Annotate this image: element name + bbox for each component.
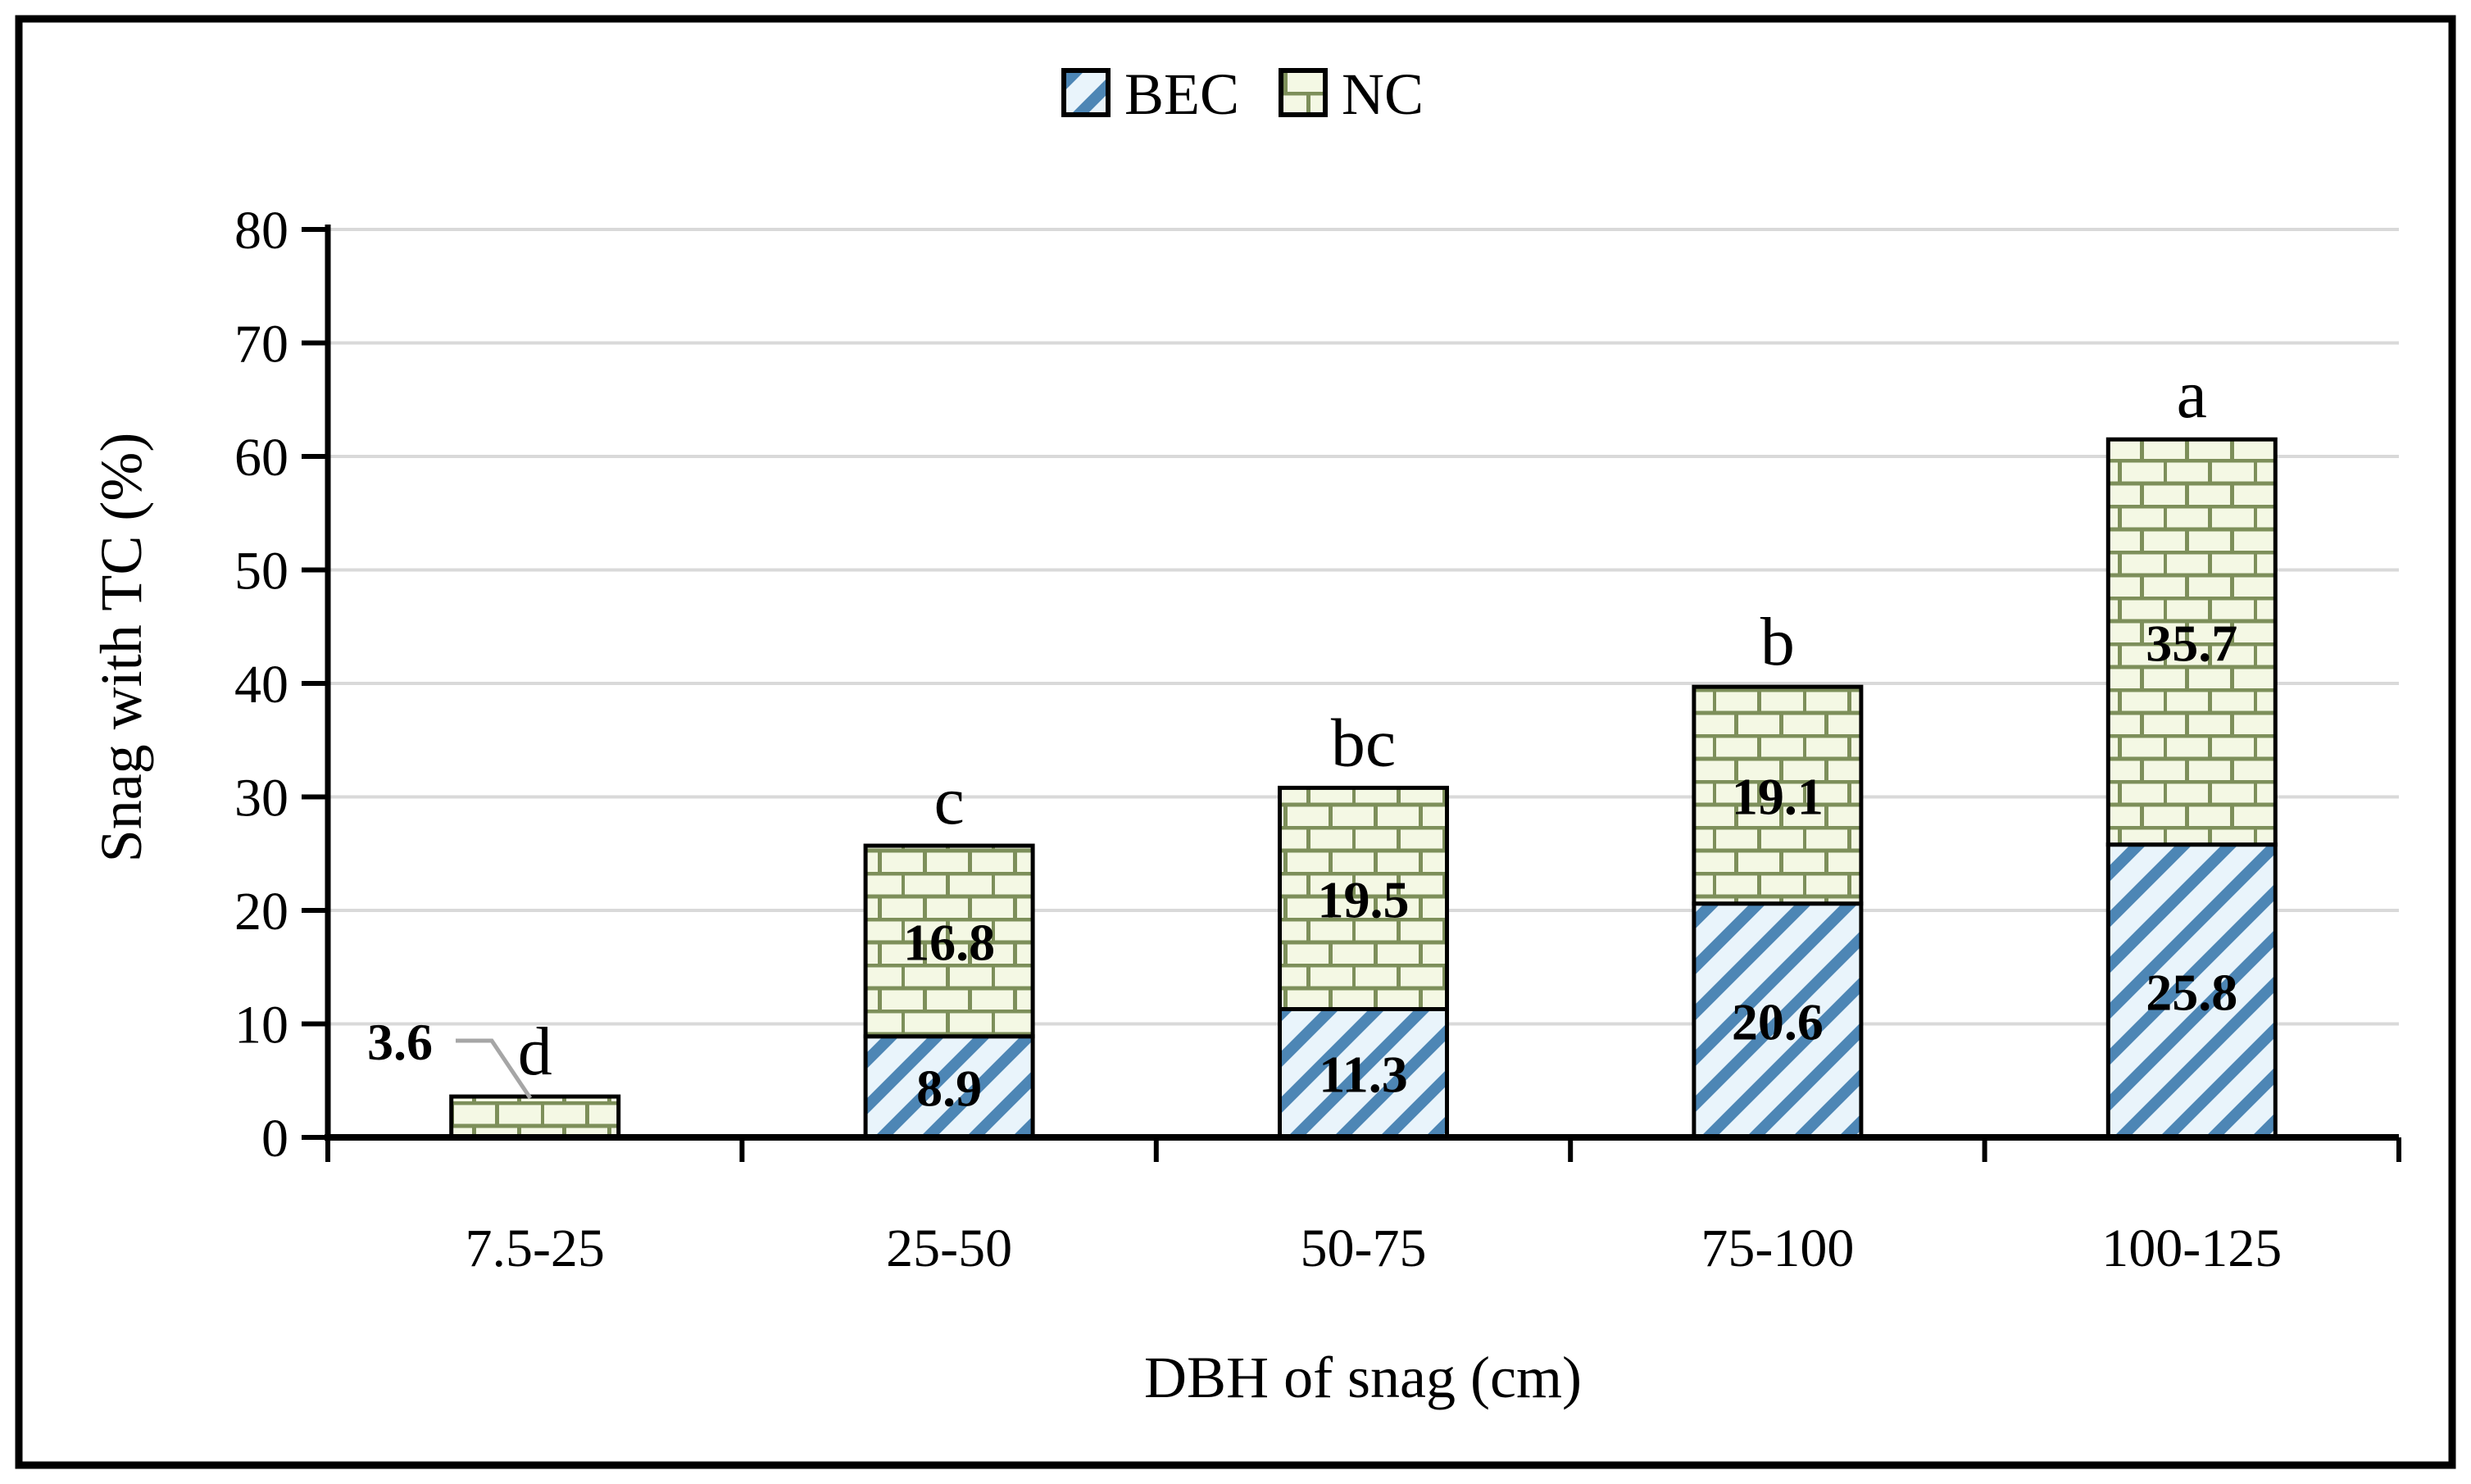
- bar-segment-nc-25-50: [863, 843, 1035, 1039]
- bar-segment-nc-75-100: [1692, 684, 1864, 906]
- data-label-nc-100-125: 35.7: [2146, 614, 2237, 672]
- category-label-25-50: 25-50: [886, 1219, 1012, 1278]
- legend-label-bec: BEC: [1124, 61, 1239, 127]
- category-label-75-100: 75-100: [1701, 1219, 1854, 1278]
- bar-segment-nc-50-75: [1278, 785, 1449, 1011]
- legend: BEC NC: [1061, 61, 1424, 127]
- axes: [302, 225, 2401, 1162]
- data-label-bec-25-50: 8.9: [916, 1059, 982, 1117]
- y-tick-label-20: 20: [234, 882, 288, 942]
- data-label-nc-50-75: 19.5: [1318, 870, 1410, 928]
- data-label-nc-75-100: 19.1: [1732, 767, 1824, 825]
- legend-swatch-bec: [1061, 68, 1111, 117]
- bar-segment-bec-25-50: [863, 1034, 1035, 1140]
- y-tick-label-60: 60: [234, 428, 288, 488]
- bar-segment-bec-50-75: [1278, 1006, 1449, 1140]
- category-label-50-75: 50-75: [1301, 1219, 1427, 1278]
- bar-segment-bec-75-100: [1692, 901, 1864, 1140]
- y-tick-label-30: 30: [234, 769, 288, 828]
- x-axis-title: DBH of snag (cm): [1144, 1345, 1582, 1410]
- data-label-bec-75-100: 20.6: [1732, 992, 1824, 1051]
- category-label-7.5-25: 7.5-25: [465, 1219, 604, 1278]
- y-axis-title: Snag with TC (%): [89, 433, 154, 863]
- sig-letter-25-50: c: [933, 763, 964, 839]
- bar-segment-nc-100-125: [2105, 437, 2278, 847]
- leader-line: [456, 1038, 533, 1100]
- figure-border: [15, 15, 2456, 1469]
- sig-letter-75-100: b: [1760, 604, 1795, 680]
- y-tick-label-70: 70: [234, 315, 288, 374]
- y-tick-label-10: 10: [234, 996, 288, 1055]
- sig-letter-100-125: a: [2177, 356, 2207, 433]
- data-label-nc-25-50: 16.8: [903, 913, 995, 971]
- bar-segment-nc-7.5-25: [449, 1094, 621, 1140]
- data-label-bec-50-75: 11.3: [1319, 1046, 1407, 1104]
- data-label-bec-100-125: 25.8: [2146, 963, 2237, 1021]
- legend-label-nc: NC: [1342, 61, 1424, 127]
- outside-data-label: 3.6: [367, 1013, 433, 1071]
- outside-label-group: 3.6: [367, 1013, 533, 1100]
- y-tick-label-0: 0: [261, 1109, 288, 1169]
- y-tick-label-40: 40: [234, 655, 288, 715]
- sig-letter-7.5-25: d: [518, 1014, 552, 1090]
- sig-letter-50-75: bc: [1331, 705, 1396, 781]
- y-tick-label-80: 80: [234, 201, 288, 261]
- legend-swatch-nc: [1279, 68, 1328, 117]
- y-tick-label-50: 50: [234, 542, 288, 601]
- annotations: d c bc b a: [518, 356, 2207, 1090]
- bars: 8.9 16.8 11.3 19.5 20.6 19.1 25.8 35.7: [449, 437, 2278, 1140]
- tick-labels: 7.5-25 25-50 50-75 75-100 100-125 0 10 20 30 40 50…: [234, 201, 2282, 1278]
- category-label-100-125: 100-125: [2101, 1219, 2282, 1278]
